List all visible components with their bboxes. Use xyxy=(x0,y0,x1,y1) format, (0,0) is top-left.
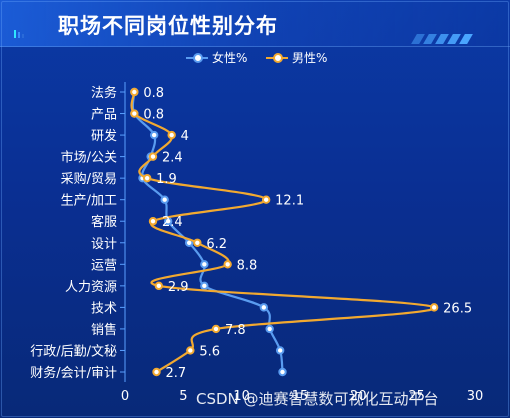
value-label-male: 6.2 xyxy=(206,237,227,252)
category-label: 采购/贸易 xyxy=(61,171,117,187)
x-tick-label: 10 xyxy=(233,389,250,404)
category-label: 法务 xyxy=(91,85,117,101)
x-tick-label: 20 xyxy=(350,389,367,404)
data-point-male[interactable] xyxy=(429,303,439,312)
value-label-male: 2.7 xyxy=(166,366,187,381)
category-label: 设计 xyxy=(91,237,117,252)
x-tick-label: 15 xyxy=(292,389,309,404)
data-point-female[interactable] xyxy=(200,281,209,291)
data-point-male[interactable] xyxy=(211,324,221,334)
data-point-female[interactable] xyxy=(259,303,269,312)
legend-label-female: 女性% xyxy=(212,51,248,65)
category-labels: 法务产品研发市场/公关采购/贸易生产/加工客服设计运营人力资源技术销售行政/后勤… xyxy=(30,85,117,381)
category-label: 财务/会计/审计 xyxy=(30,365,117,381)
value-label-male: 8.8 xyxy=(237,258,258,273)
watermark: CSDN @迪赛智慧数可视化互动平台 xyxy=(196,390,439,408)
value-label-male: 1.9 xyxy=(156,172,177,187)
data-point-male[interactable] xyxy=(167,130,176,140)
category-label: 客服 xyxy=(91,214,117,230)
data-point-male[interactable] xyxy=(261,195,271,204)
data-point-male[interactable] xyxy=(193,238,202,247)
series-male xyxy=(130,87,439,377)
data-point-male[interactable] xyxy=(148,152,158,161)
value-label-male: 12.1 xyxy=(275,194,304,209)
data-point-male[interactable] xyxy=(152,367,161,377)
data-point-male[interactable] xyxy=(154,281,164,291)
data-point-female[interactable] xyxy=(200,260,209,269)
data-point-male[interactable] xyxy=(130,109,139,118)
value-label-male: 2.4 xyxy=(162,215,183,230)
value-label-male: 26.5 xyxy=(443,301,472,316)
category-label: 研发 xyxy=(91,128,117,144)
chart-axes xyxy=(120,82,126,382)
series-female xyxy=(130,87,287,377)
legend-marker-female xyxy=(186,53,208,63)
x-tick-label: 0 xyxy=(121,389,129,404)
category-label: 市场/公关 xyxy=(61,150,117,166)
value-label-male: 0.8 xyxy=(143,108,164,123)
x-tick-label: 25 xyxy=(408,389,425,404)
category-label: 产品 xyxy=(91,108,117,123)
chart-title: 职场不同岗位性别分布 xyxy=(58,14,278,38)
data-point-male[interactable] xyxy=(130,87,139,97)
category-label: 销售 xyxy=(91,322,117,338)
value-label-male: 5.6 xyxy=(199,344,220,359)
data-point-male[interactable] xyxy=(142,173,152,183)
value-labels: 0.8 0.8 4 2.4 1.9 12.1 2.4 6.2 8.8 2.9 26.5 7.8 5.6 2… xyxy=(143,86,472,381)
value-label-male: 4 xyxy=(181,129,189,144)
data-point-female[interactable] xyxy=(265,324,274,334)
value-label-male: 2.4 xyxy=(162,151,183,166)
category-label: 生产/加工 xyxy=(61,194,117,209)
legend-label-male: 男性% xyxy=(292,51,328,65)
value-label-male: 0.8 xyxy=(143,86,164,101)
x-tick-label: 5 xyxy=(179,389,187,404)
legend-dot-female xyxy=(193,53,203,63)
category-label: 技术 xyxy=(91,301,117,316)
data-point-male[interactable] xyxy=(186,346,195,355)
header-band xyxy=(0,0,510,47)
series-layer xyxy=(130,87,439,377)
signal-bars-icon xyxy=(14,30,28,38)
x-tick-label: 30 xyxy=(467,389,484,404)
category-label: 人力资源 xyxy=(65,280,117,295)
data-point-female[interactable] xyxy=(160,195,169,204)
data-point-male[interactable] xyxy=(223,260,232,269)
x-tick-labels: 0 5 10 15 20 25 30 xyxy=(121,389,483,404)
category-label: 运营 xyxy=(91,258,117,273)
value-label-male: 2.9 xyxy=(168,280,189,295)
legend-dot-male xyxy=(273,53,283,63)
category-label: 行政/后勤/文秘 xyxy=(30,344,117,359)
value-label-male: 7.8 xyxy=(225,323,246,338)
data-point-female[interactable] xyxy=(278,367,287,377)
data-point-female[interactable] xyxy=(275,346,285,355)
legend-marker-male xyxy=(266,53,288,63)
data-point-male[interactable] xyxy=(148,217,158,226)
data-point-female[interactable] xyxy=(149,130,159,140)
